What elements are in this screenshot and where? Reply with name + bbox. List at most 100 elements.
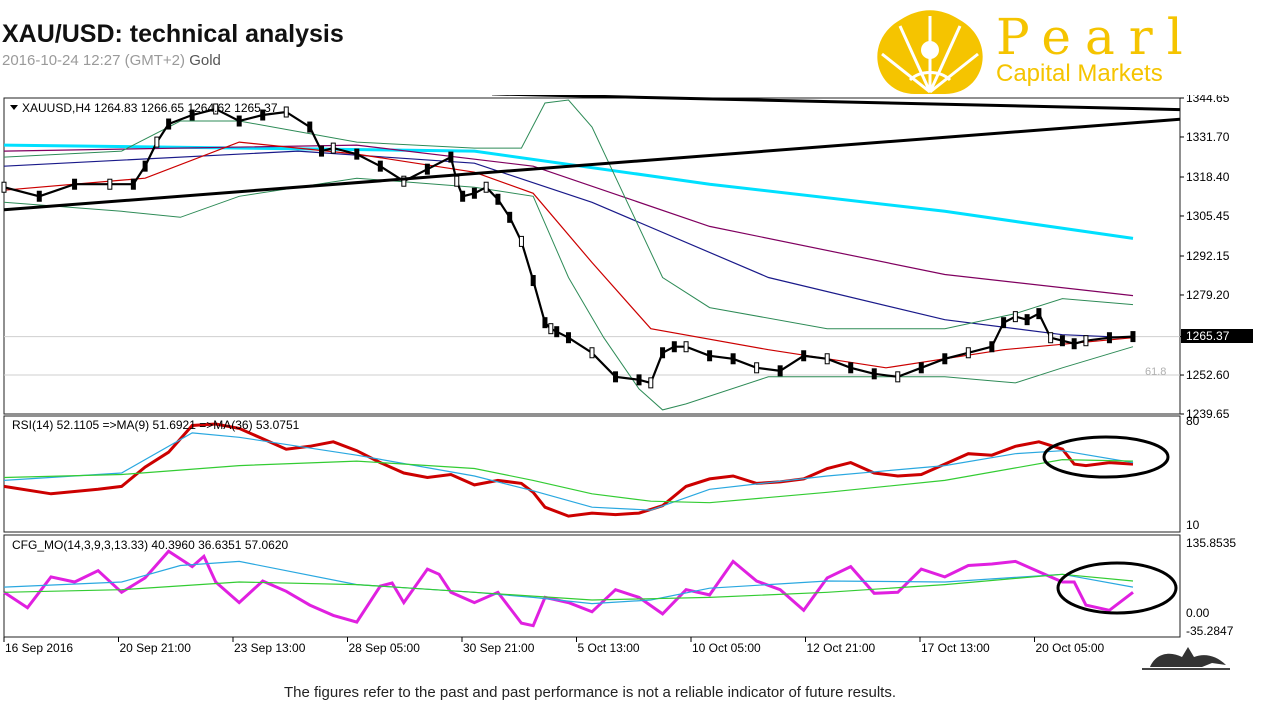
timestamp: 2016-10-24 12:27 (GMT+2) <box>2 52 186 69</box>
y-tick-label: 1252.60 <box>1186 368 1230 382</box>
candle <box>460 190 466 202</box>
y-tick-label: 1305.45 <box>1186 209 1230 223</box>
candle <box>495 193 501 205</box>
candle <box>1059 335 1065 347</box>
y-tick-label: 1279.20 <box>1186 288 1230 302</box>
brand-name: Pearl <box>996 8 1197 66</box>
candle <box>1012 311 1018 323</box>
x-tick-label: 30 Sep 21:00 <box>463 641 535 655</box>
x-tick-label: 10 Oct 05:00 <box>692 641 761 655</box>
candle <box>754 362 760 374</box>
candle <box>401 175 407 187</box>
candle <box>377 160 383 172</box>
rsi-line-0 <box>3 422 1134 518</box>
candle <box>448 151 454 163</box>
y-tick-label: 1292.15 <box>1186 249 1230 263</box>
candle <box>942 353 948 365</box>
current-price-badge <box>1181 329 1253 343</box>
candle <box>918 362 924 374</box>
price-indicator-line-5 <box>3 177 1134 411</box>
page-subtitle: 2016-10-24 12:27 (GMT+2) Gold <box>2 52 221 69</box>
candle <box>483 181 489 193</box>
page-title: XAU/USD: technical analysis <box>2 20 344 48</box>
cfg-line-0 <box>3 549 1134 628</box>
y-tick-label: 1344.65 <box>1186 95 1230 105</box>
current-price-label: 1265.37 <box>1186 329 1230 343</box>
candle <box>801 350 807 362</box>
x-tick-label: 5 Oct 13:00 <box>578 641 640 655</box>
candle <box>660 347 666 359</box>
candle <box>507 211 513 223</box>
rsi-tick-label: 80 <box>1186 414 1200 428</box>
rsi-tick-label: 10 <box>1186 518 1200 532</box>
x-tick-label: 23 Sep 13:00 <box>234 641 306 655</box>
candle <box>589 347 595 359</box>
price-indicator-line-1 <box>3 144 1134 297</box>
x-tick-label: 16 Sep 2016 <box>5 641 73 655</box>
candle <box>548 323 554 335</box>
x-tick-label: 20 Sep 21:00 <box>120 641 192 655</box>
candle <box>283 106 289 118</box>
candle <box>307 121 313 133</box>
cfg-line-2 <box>3 573 1134 601</box>
cfg-legend: CFG_MO(14,3,9,3,13.33) 40.3960 36.6351 5… <box>12 538 289 552</box>
x-tick-label: 20 Oct 05:00 <box>1036 641 1105 655</box>
price-indicator-line-2 <box>3 150 1134 339</box>
candle <box>154 136 160 148</box>
candle <box>636 374 642 386</box>
dropdown-triangle-icon[interactable] <box>10 105 18 110</box>
rsi-line-2 <box>3 458 1134 504</box>
candle <box>424 163 430 175</box>
candle <box>213 103 219 115</box>
candle <box>1 181 7 193</box>
candle <box>354 148 360 160</box>
candle <box>824 353 830 365</box>
trendline-1 <box>492 95 1181 112</box>
candle <box>142 160 148 172</box>
candle <box>848 362 854 374</box>
disclaimer: The figures refer to the past and past p… <box>284 684 896 701</box>
brand-logo-icon <box>877 10 983 94</box>
price-indicator-line-4 <box>3 99 1134 330</box>
candle <box>1130 331 1136 343</box>
candle <box>965 347 971 359</box>
candle <box>1001 317 1007 329</box>
bull-bear-icon <box>1142 647 1230 670</box>
candle <box>1083 335 1089 347</box>
candle <box>683 341 689 353</box>
candle <box>542 317 548 329</box>
candle <box>130 178 136 190</box>
candle <box>989 341 995 353</box>
rsi-highlight-ellipse <box>1042 435 1170 479</box>
price-legend: XAUUSD,H4 1264.83 1266.65 1264.62 1265.3… <box>22 101 278 115</box>
candle <box>777 365 783 377</box>
cfg-tick-label: 0.00 <box>1186 606 1210 620</box>
candle <box>895 371 901 383</box>
candle <box>730 353 736 365</box>
brand-subtitle: Capital Markets <box>996 60 1163 87</box>
candle <box>707 350 713 362</box>
candle <box>107 178 113 190</box>
candle <box>671 341 677 353</box>
candle <box>1106 332 1112 344</box>
candle <box>260 109 266 121</box>
x-tick-label: 28 Sep 05:00 <box>349 641 421 655</box>
price-panel-frame <box>3 97 1181 415</box>
candle <box>166 118 172 130</box>
y-tick-label: 1318.40 <box>1186 170 1230 184</box>
candle <box>613 371 619 383</box>
cfg-tick-label: 135.8535 <box>1186 536 1236 550</box>
rsi-line-1 <box>3 432 1134 511</box>
candle <box>36 190 42 202</box>
symbol-name: Gold <box>189 52 221 69</box>
candle <box>648 377 654 389</box>
y-tick-label: 1239.65 <box>1186 407 1230 421</box>
candle <box>530 275 536 287</box>
trendline-0 <box>3 117 1181 212</box>
price-chart: 1344.65 1331.70 1318.40 1305.45 1292.15 1279.… <box>1 95 1253 655</box>
candle <box>1024 314 1030 326</box>
cfg-tick-label: -35.2847 <box>1186 624 1234 638</box>
candle <box>554 326 560 338</box>
candle <box>1048 332 1054 344</box>
x-tick-label: 12 Oct 21:00 <box>807 641 876 655</box>
